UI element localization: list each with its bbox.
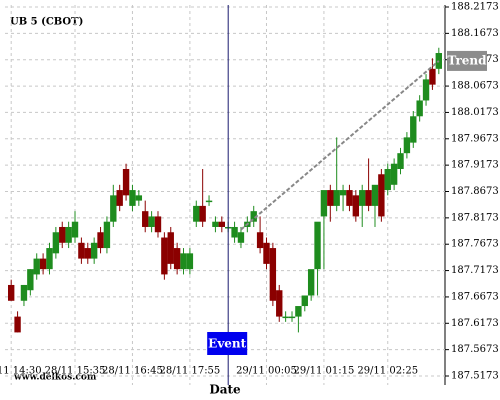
candle-body [116, 190, 123, 206]
candle-body [97, 232, 104, 249]
x-tick-label: 29/11 00:05 [236, 366, 297, 377]
candle-body [8, 284, 15, 301]
y-tick-label: 187.7673 [451, 239, 499, 250]
candle-body [103, 221, 111, 249]
candle-body [282, 316, 289, 319]
trend-label-box [447, 50, 487, 71]
candle-body [250, 211, 257, 222]
candle-body [199, 205, 206, 222]
x-tick-label: 28/11 15:35 [45, 366, 106, 377]
trend-label: Trend [447, 53, 487, 67]
candle-body [307, 269, 315, 296]
candle-body [46, 248, 53, 270]
candle-body [237, 232, 245, 243]
candle-body [378, 174, 385, 217]
candle-body [193, 205, 200, 222]
candle-body [339, 190, 347, 196]
candle-body [59, 226, 66, 243]
candle-body [416, 100, 423, 117]
candle-body [422, 79, 430, 101]
candle-body [186, 253, 194, 270]
candle-body [173, 248, 181, 270]
y-tick-label: 188.0173 [451, 107, 499, 118]
y-tick-label: 188.2173 [451, 2, 499, 13]
x-tick-label: 28/11 17:55 [159, 366, 220, 377]
candle-body [110, 195, 117, 222]
candle-body [256, 232, 264, 249]
y-tick-label: 187.7173 [451, 265, 499, 276]
candle-body [403, 137, 411, 154]
candle-body [365, 190, 372, 206]
candle-body [161, 237, 168, 275]
candle-body [90, 242, 98, 259]
candle-body [397, 153, 404, 169]
candle-body [429, 68, 436, 85]
y-tick-label: 187.5673 [451, 344, 499, 355]
candle-body [384, 168, 391, 191]
candle-body [390, 163, 398, 185]
candle-body [154, 216, 162, 233]
candle-body [71, 221, 79, 238]
candle-body [352, 195, 360, 217]
candle-body [301, 295, 308, 307]
candle-body [129, 190, 136, 206]
candle-body [333, 190, 340, 206]
x-tick-label: 28/11 14:30 [0, 366, 42, 377]
y-tick-label: 187.8673 [451, 186, 499, 197]
x-tick-label: 29/11 01:15 [294, 366, 355, 377]
candle-body [410, 116, 417, 143]
candle-body [148, 216, 155, 227]
y-tick-label: 187.5173 [451, 371, 499, 382]
y-tick-label: 188.1673 [451, 28, 499, 39]
candle-body [142, 211, 149, 227]
y-tick-label: 187.6673 [451, 291, 499, 302]
candle-body [371, 184, 379, 206]
trend-line [240, 60, 440, 231]
y-tick-label: 188.0673 [451, 81, 499, 92]
y-tick-label: 187.8173 [451, 212, 499, 223]
y-tick-label: 187.9173 [451, 160, 499, 171]
candle-body [263, 242, 270, 264]
candle-body [218, 221, 225, 227]
candle-body [269, 248, 277, 301]
x-tick-label: 29/11 02:25 [357, 366, 418, 377]
candle-body [276, 290, 283, 317]
y-tick-label: 187.9673 [451, 133, 499, 144]
candle-body [33, 258, 40, 275]
chart-title: UB 5 (CBOT) [10, 17, 83, 28]
y-tick-label: 187.6173 [451, 318, 499, 329]
candle-body [65, 226, 72, 243]
candle-body [20, 284, 28, 301]
watermark: www.delkos.com [13, 373, 97, 383]
candle-body [39, 258, 47, 270]
event-label-box [207, 332, 248, 355]
x-axis-label: Date [209, 383, 241, 397]
candle-body [346, 190, 353, 206]
candle-body [122, 168, 130, 196]
candle-body [135, 195, 143, 201]
candle-body [212, 221, 219, 227]
candle-body [84, 248, 91, 259]
candle-body [180, 253, 187, 270]
candle-body [205, 200, 213, 203]
candle-body [52, 232, 60, 254]
x-tick-label: 28/11 16:45 [102, 366, 163, 377]
candle-body [314, 221, 321, 270]
candle-body [320, 190, 328, 217]
candle-body [359, 190, 366, 206]
candle-body [327, 190, 334, 206]
candle-body [295, 306, 302, 317]
candle-body [231, 226, 238, 238]
candle-body [27, 269, 34, 291]
candle-body [288, 316, 296, 319]
candle-body [14, 316, 21, 333]
event-label: Event [208, 337, 246, 351]
candle-body [167, 232, 174, 264]
candle-body [78, 242, 85, 259]
